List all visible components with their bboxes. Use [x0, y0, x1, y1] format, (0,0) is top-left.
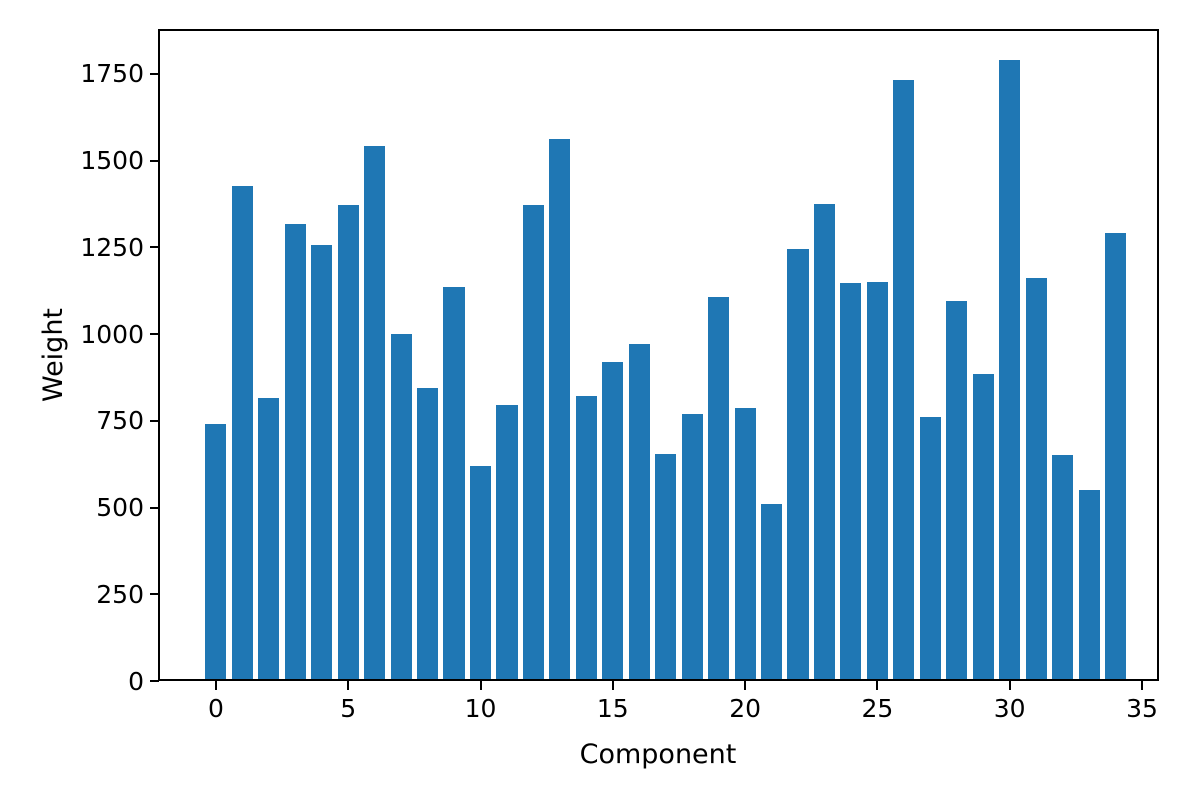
plot-area	[158, 29, 1159, 681]
y-tick-label: 0	[128, 666, 144, 696]
bar-16	[628, 344, 650, 679]
bar-33	[1078, 489, 1100, 679]
bar-3	[284, 224, 306, 679]
bar-17	[655, 453, 677, 679]
bar-24	[840, 283, 862, 679]
y-axis-label: Weight	[38, 307, 69, 403]
x-tick-mark	[611, 681, 614, 690]
bar-9	[443, 286, 465, 679]
bar-6	[364, 146, 386, 679]
bar-0	[205, 424, 227, 679]
x-tick-label: 30	[993, 694, 1026, 723]
y-tick-label: 1750	[80, 59, 144, 89]
bar-20	[734, 408, 756, 679]
y-tick-mark	[150, 680, 159, 682]
bar-19	[708, 297, 730, 679]
bar-14	[575, 396, 597, 679]
x-tick-mark	[744, 681, 747, 690]
y-tick-label: 1500	[80, 146, 144, 175]
bar-1	[231, 186, 253, 679]
y-tick-mark	[150, 419, 159, 422]
x-tick-mark	[1008, 681, 1011, 690]
bar-13	[549, 139, 571, 679]
y-tick-mark	[150, 72, 159, 75]
y-tick-mark	[150, 506, 159, 509]
x-tick-label: 35	[1126, 694, 1158, 723]
bar-12	[522, 205, 544, 679]
y-tick-mark	[150, 159, 159, 162]
x-tick-label: 10	[464, 694, 497, 723]
y-tick-mark	[150, 246, 159, 249]
bar-2	[258, 397, 280, 679]
bar-5	[337, 205, 359, 679]
x-tick-label: 20	[729, 694, 761, 723]
x-tick-label: 5	[340, 694, 357, 723]
bar-22	[787, 248, 809, 679]
bar-10	[469, 465, 492, 679]
bar-4	[311, 245, 333, 679]
bar-18	[681, 413, 703, 679]
y-tick-label: 1250	[80, 232, 144, 262]
bar-26	[893, 80, 915, 679]
bar-29	[972, 373, 994, 679]
bar-34	[1104, 233, 1127, 679]
x-axis-label: Component	[579, 739, 737, 770]
bar-27	[919, 417, 941, 679]
x-tick-mark	[479, 681, 482, 690]
bar-7	[390, 333, 412, 679]
x-tick-mark	[1141, 681, 1143, 690]
y-tick-label: 500	[96, 493, 144, 522]
bar-23	[813, 203, 836, 679]
x-tick-label: 0	[207, 694, 224, 723]
y-tick-label: 1000	[80, 319, 144, 349]
y-tick-label: 250	[96, 579, 144, 609]
y-tick-mark	[150, 333, 159, 335]
x-tick-mark	[876, 681, 879, 690]
bar-11	[496, 404, 518, 679]
x-tick-label: 15	[596, 694, 629, 723]
y-tick-label: 750	[96, 406, 144, 436]
bar-32	[1052, 455, 1074, 679]
bar-28	[946, 300, 968, 679]
y-tick-mark	[150, 593, 159, 596]
bar-15	[602, 361, 624, 679]
bar-30	[999, 59, 1021, 679]
bar-8	[417, 387, 439, 679]
x-tick-label: 25	[861, 694, 894, 723]
bar-31	[1025, 278, 1047, 679]
bar-25	[866, 281, 888, 679]
x-tick-mark	[347, 681, 350, 690]
bar-21	[761, 503, 783, 679]
x-tick-mark	[214, 681, 217, 690]
